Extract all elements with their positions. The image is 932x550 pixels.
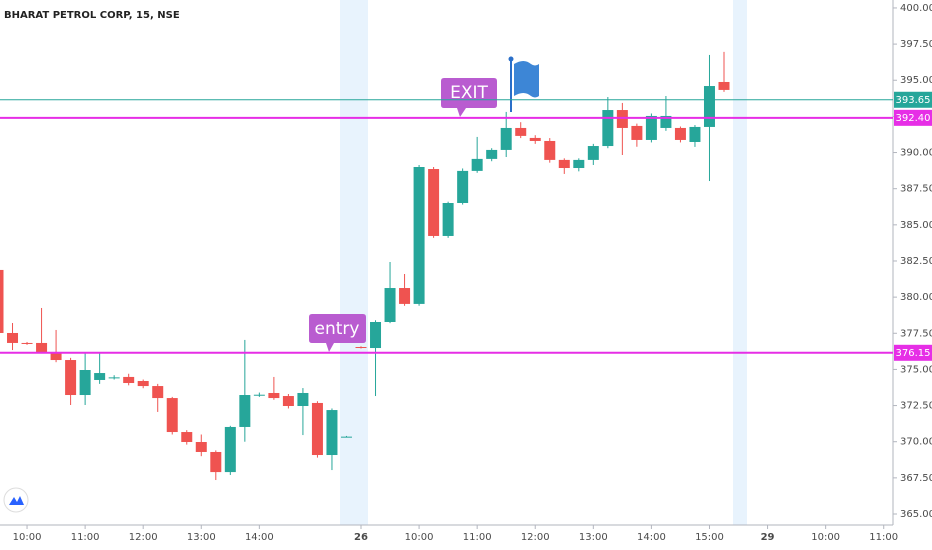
price-label: 392.40 [896, 113, 931, 124]
price-label: 376.15 [896, 348, 931, 359]
candle-body [645, 115, 657, 140]
y-tick-label: 390.00 [900, 148, 932, 159]
flag-icon [508, 56, 539, 112]
candle-body [21, 342, 33, 344]
candle-body [181, 432, 193, 443]
candle-body [428, 169, 440, 236]
candle-body [79, 370, 91, 396]
candle-body [65, 360, 77, 396]
candle-body [573, 159, 585, 169]
candle-body [36, 342, 48, 353]
candle-body [602, 110, 614, 147]
y-tick-label: 387.50 [900, 184, 932, 195]
candle-body [297, 392, 309, 407]
candle-body [558, 159, 570, 169]
entry-label: entry [315, 319, 360, 339]
candle-body [355, 347, 367, 349]
y-tick-label: 375.00 [900, 364, 932, 375]
y-tick-label: 377.50 [900, 328, 932, 339]
plot-area [0, 51, 730, 481]
candle-body [703, 86, 715, 127]
candle-body [660, 115, 672, 128]
exit-bubble: EXIT [441, 78, 497, 117]
candle-body [616, 110, 628, 128]
price-label-box [894, 91, 932, 108]
candle-body [50, 352, 62, 361]
price-label-box [894, 344, 932, 361]
x-tick-label: 14:00 [637, 532, 666, 543]
candle-body [631, 125, 643, 140]
x-tick-label: 12:00 [129, 532, 158, 543]
y-tick-label: 397.50 [900, 39, 932, 50]
chart-title: BHARAT PETROL CORP, 15, NSE [4, 10, 180, 21]
candle-body [529, 137, 541, 141]
candle-body [123, 376, 135, 384]
candle-body [689, 126, 701, 142]
candle-body [224, 426, 236, 473]
price-label-box [894, 109, 932, 126]
x-tick-label: 13:00 [579, 532, 608, 543]
candle-body [370, 321, 382, 349]
candle-body [457, 170, 469, 204]
candle-body [210, 451, 222, 473]
candle-body [108, 377, 120, 379]
y-tick-label: 400.00 [900, 3, 932, 14]
candle-body [340, 436, 352, 438]
y-tick-label: 370.00 [900, 437, 932, 448]
candle-body [515, 127, 527, 136]
candle-body [282, 396, 294, 407]
logo [3, 487, 29, 513]
candle-body [326, 410, 338, 456]
y-tick-label: 365.00 [900, 509, 932, 520]
candle-body [384, 288, 396, 322]
x-tick-label: 14:00 [245, 532, 274, 543]
candle-body [253, 394, 265, 396]
candle-body [152, 386, 164, 399]
candle-body [195, 442, 207, 452]
x-tick-label: 26 [354, 532, 368, 543]
candle-body [0, 269, 4, 333]
x-tick-label: 10:00 [405, 532, 434, 543]
x-tick-label: 15:00 [695, 532, 724, 543]
candle-body [587, 146, 599, 160]
candle-body [311, 402, 323, 456]
candle-body [239, 395, 251, 427]
candle-body [94, 373, 106, 380]
candle-body [471, 158, 483, 171]
x-tick-label: 13:00 [187, 532, 216, 543]
x-tick-label: 11:00 [463, 532, 492, 543]
candle-body [413, 166, 425, 304]
candle-body [544, 140, 556, 160]
candle-body [137, 380, 149, 387]
x-tick-label: 10:00 [13, 532, 42, 543]
session-band [733, 0, 747, 525]
candle-body [7, 332, 19, 343]
y-tick-label: 385.00 [900, 220, 932, 231]
candle-body [674, 127, 686, 140]
candle-body [268, 392, 280, 399]
candle-body [718, 81, 730, 90]
y-tick-label: 372.50 [900, 401, 932, 412]
candle-body [442, 203, 454, 236]
candle-body [399, 288, 411, 304]
x-tick-label: 29 [761, 532, 775, 543]
x-tick-label: 11:00 [869, 532, 898, 543]
candle-body [500, 127, 512, 150]
price-label: 393.65 [896, 95, 931, 106]
x-tick-label: 12:00 [521, 532, 550, 543]
y-tick-label: 367.50 [900, 473, 932, 484]
exit-label: EXIT [450, 83, 488, 103]
x-tick-label: 11:00 [71, 532, 100, 543]
entry-bubble: entry [309, 314, 366, 352]
y-tick-label: 380.00 [900, 292, 932, 303]
y-tick-label: 395.00 [900, 75, 932, 86]
session-band [340, 0, 368, 525]
x-tick-label: 10:00 [811, 532, 840, 543]
candle-body [486, 149, 498, 159]
candle-body [166, 398, 178, 433]
y-tick-label: 382.50 [900, 256, 932, 267]
